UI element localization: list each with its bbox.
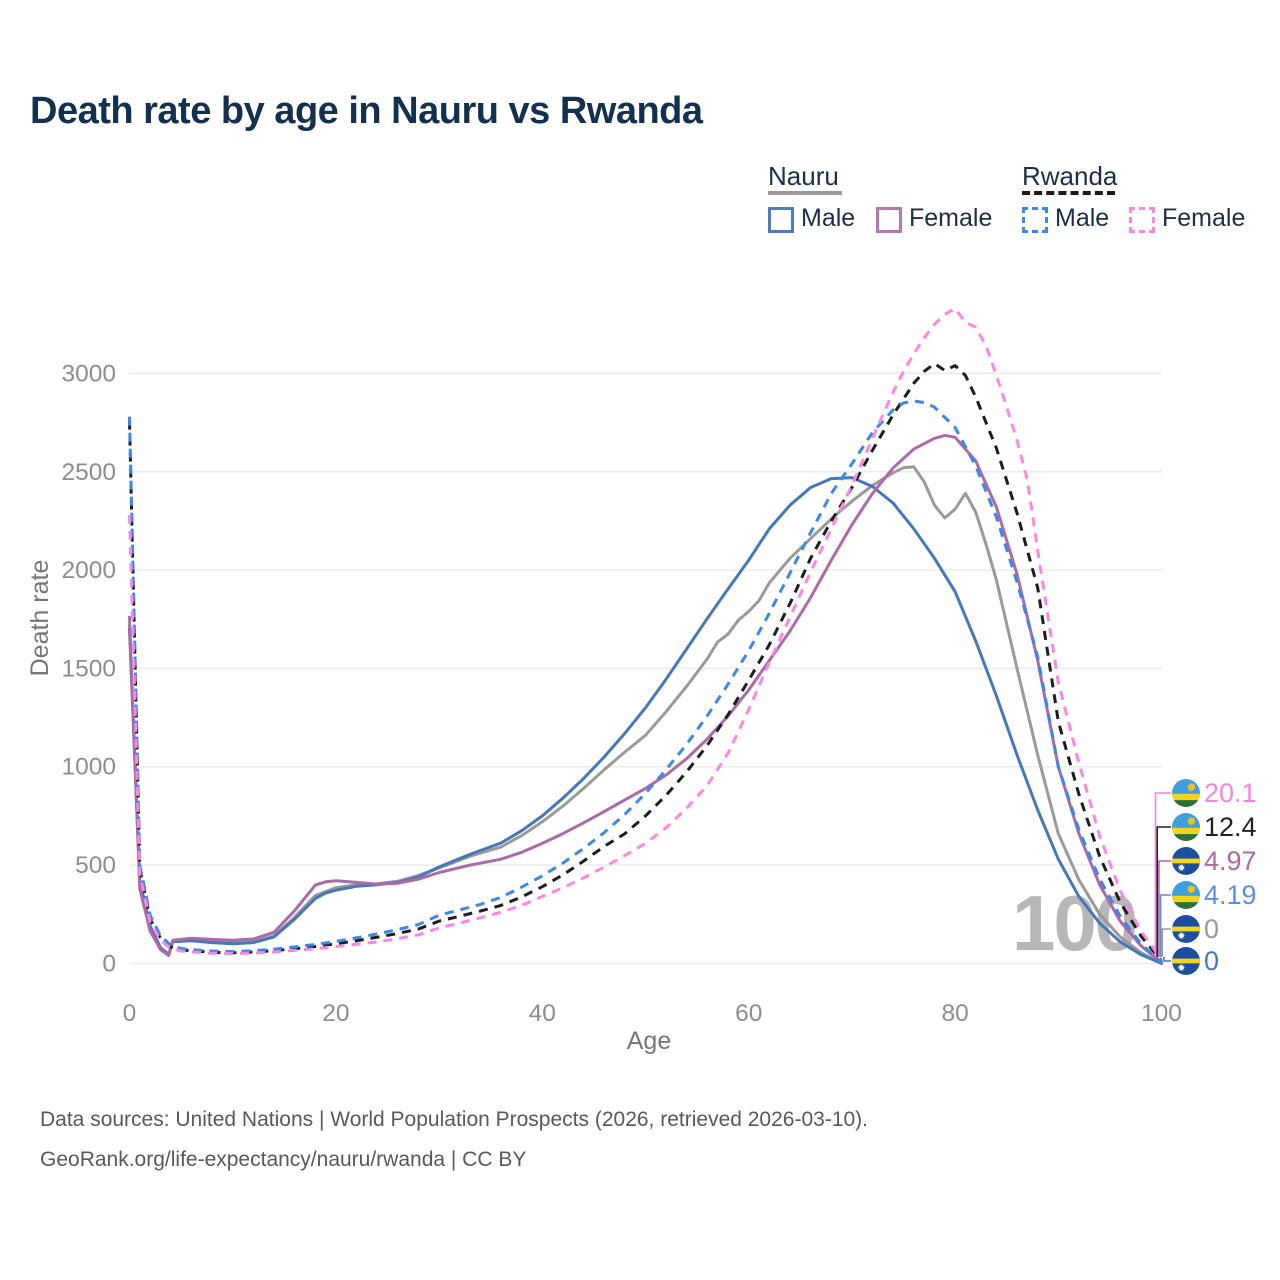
x-tick-100: 100	[1141, 1000, 1182, 1027]
y-tick-1500: 1500	[61, 655, 116, 682]
rwanda-flag-sun	[1186, 782, 1196, 792]
connector-nauru-both-sexes	[1161, 928, 1171, 957]
nauru-flag-icon	[1172, 915, 1200, 943]
rwanda-flag-sun	[1186, 884, 1196, 894]
x-axis-label: Age	[627, 1027, 671, 1055]
x-tick-60: 60	[735, 1000, 762, 1027]
legend-swatch-nauru-female	[876, 207, 902, 233]
chart-legend: Nauru Male Female Rwanda Male Female	[0, 0, 1280, 250]
x-tick-0: 0	[123, 1000, 137, 1027]
x-tick-80: 80	[941, 1000, 968, 1027]
data-series	[128, 307, 1163, 965]
legend-label-nauru-female: Female	[909, 204, 993, 232]
line-rwanda-male	[128, 399, 1163, 964]
legend-group-rwanda: Rwanda	[1022, 161, 1118, 191]
rwanda-flag-icon	[1172, 813, 1200, 841]
y-tick-2500: 2500	[61, 459, 116, 486]
connector-rwanda-female	[1154, 792, 1171, 957]
end-value-nauru-both-sexes: 0	[1204, 914, 1219, 944]
nauru-flag-star	[1177, 931, 1186, 940]
nauru-flag-icon	[1172, 947, 1200, 975]
rwanda-flag-icon	[1172, 779, 1200, 807]
end-label-flags	[1172, 779, 1200, 975]
y-axis-ticks: 0 500 1000 1500 2000 2500 3000	[61, 360, 116, 977]
end-value-rwanda-female: 20.1	[1204, 778, 1257, 808]
line-nauru-female	[128, 433, 1163, 964]
page-title: Death rate by age in Nauru vs Rwanda	[30, 90, 703, 132]
y-tick-2000: 2000	[61, 557, 116, 584]
x-tick-40: 40	[529, 1000, 556, 1027]
legend-swatch-rwanda-male	[1022, 207, 1048, 233]
line-nauru-male	[128, 476, 1163, 965]
nauru-flag-stripe	[1172, 858, 1200, 864]
end-value-rwanda-both-sexes: 12.4	[1204, 812, 1257, 842]
gridlines	[129, 372, 1162, 965]
nauru-flag-star	[1177, 863, 1186, 872]
footer-sources: Data sources: United Nations | World Pop…	[40, 1108, 869, 1131]
rwanda-flag-yellow	[1172, 793, 1200, 801]
legend-swatch-rwanda-female	[1129, 207, 1155, 233]
connector-rwanda-male	[1159, 894, 1171, 957]
footer-attribution: GeoRank.org/life-expectancy/nauru/rwanda…	[40, 1148, 527, 1171]
x-axis-ticks: 0 20 40 60 80 100	[123, 1000, 1182, 1027]
rwanda-flag-yellow	[1172, 895, 1200, 903]
y-tick-500: 500	[75, 852, 116, 879]
nauru-flag-stripe	[1172, 926, 1200, 932]
y-tick-3000: 3000	[61, 360, 116, 387]
end-value-nauru-male: 0	[1204, 946, 1219, 976]
legend-rwanda-line-sample	[1022, 191, 1115, 195]
end-label-values: 20.1 12.4 4.97 4.19 00	[1204, 778, 1257, 976]
end-value-rwanda-male: 4.19	[1204, 880, 1257, 910]
legend-label-rwanda-female: Female	[1162, 204, 1246, 232]
rwanda-flag-green	[1172, 902, 1200, 909]
line-rwanda-both-sexes	[128, 362, 1163, 962]
line-rwanda-female	[128, 307, 1163, 961]
legend-nauru-line-sample	[768, 191, 842, 195]
connector-nauru-male	[1163, 957, 1171, 962]
connector-rwanda-both-sexes	[1156, 826, 1171, 957]
rwanda-flag-green	[1172, 800, 1200, 807]
nauru-flag-star	[1177, 963, 1186, 972]
connector-nauru-female	[1158, 860, 1171, 957]
legend-label-nauru-male: Male	[801, 204, 856, 232]
nauru-flag-stripe	[1172, 958, 1200, 964]
y-axis-label: Death rate	[26, 560, 54, 677]
legend-label-rwanda-male: Male	[1055, 204, 1110, 232]
legend-swatch-nauru-male	[768, 207, 794, 233]
rwanda-flag-yellow	[1172, 827, 1200, 835]
end-value-nauru-female: 4.97	[1204, 846, 1257, 876]
rwanda-flag-green	[1172, 834, 1200, 841]
rwanda-flag-sun	[1186, 816, 1196, 826]
rwanda-flag-icon	[1172, 881, 1200, 909]
y-tick-1000: 1000	[61, 754, 116, 781]
nauru-flag-icon	[1172, 847, 1200, 875]
end-label-connectors	[1154, 792, 1171, 962]
legend-group-nauru: Nauru	[768, 161, 839, 191]
watermark-100: 100	[1012, 879, 1136, 967]
y-tick-0: 0	[102, 950, 116, 977]
x-tick-20: 20	[322, 1000, 349, 1027]
